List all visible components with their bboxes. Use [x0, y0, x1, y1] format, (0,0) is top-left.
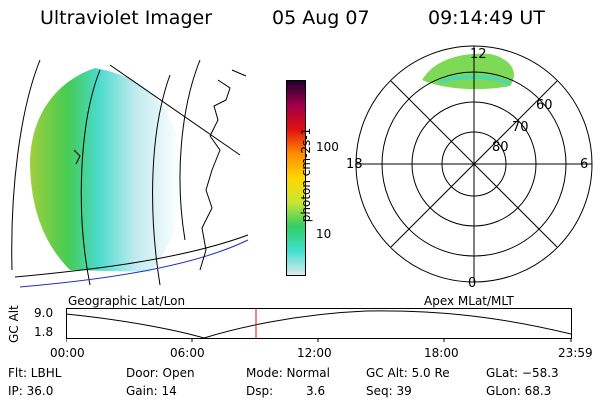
timeline-axis-label: GC Alt — [7, 305, 21, 343]
image-date: 05 Aug 07 — [272, 7, 370, 29]
colorbar-tick-100: 100 — [316, 140, 339, 154]
colorbar-label: photon cm-2s-1 — [299, 127, 313, 223]
image-title: Ultraviolet Imager — [40, 7, 213, 29]
geographic-image — [11, 59, 249, 288]
timeline-ytick-high: 9.0 — [34, 306, 54, 320]
image-time: 09:14:49 UT — [428, 7, 545, 29]
info-mode: Mode: Normal — [246, 366, 330, 380]
info-gcalt: GC Alt: 5.0 Re — [366, 366, 450, 380]
info-door: Door: Open — [126, 366, 195, 380]
colorbar-tick-10: 10 — [316, 227, 332, 241]
polar-aurora-region — [422, 53, 514, 90]
polar-lat-70: 70 — [512, 120, 529, 135]
info-ip: IP: 36.0 — [8, 384, 54, 398]
geographic-label: Geographic Lat/Lon — [68, 294, 186, 308]
timeline-xtick-4: 23:59 — [558, 346, 593, 360]
info-dsp-value: 3.6 — [306, 384, 326, 398]
info-seq: Seq: 39 — [366, 384, 412, 398]
timeline-ytick-low: 1.8 — [34, 325, 54, 339]
polar-label-6: 6 — [580, 157, 589, 172]
timeline-xtick-2: 12:00 — [297, 346, 332, 360]
polar-plot — [355, 45, 593, 283]
colorbar — [286, 80, 306, 276]
info-dsp-label: Dsp: — [246, 384, 274, 398]
polar-lat-80: 80 — [492, 140, 509, 155]
polar-label-12: 12 — [470, 47, 487, 62]
aurora-region — [30, 68, 182, 272]
info-glon: GLon: 68.3 — [486, 384, 552, 398]
info-glat: GLat: −58.3 — [486, 366, 559, 380]
orbit-timeline — [66, 308, 572, 342]
timeline-xtick-1: 06:00 — [170, 346, 205, 360]
polar-label-18: 18 — [346, 157, 363, 172]
info-gain: Gain: 14 — [126, 384, 177, 398]
apex-label: Apex MLat/MLT — [424, 294, 514, 308]
timeline-xtick-3: 18:00 — [424, 346, 459, 360]
polar-label-0: 0 — [468, 276, 477, 291]
polar-lat-60: 60 — [536, 98, 553, 113]
info-flt: Flt: LBHL — [8, 366, 62, 380]
timeline-xtick-0: 00:00 — [50, 346, 85, 360]
